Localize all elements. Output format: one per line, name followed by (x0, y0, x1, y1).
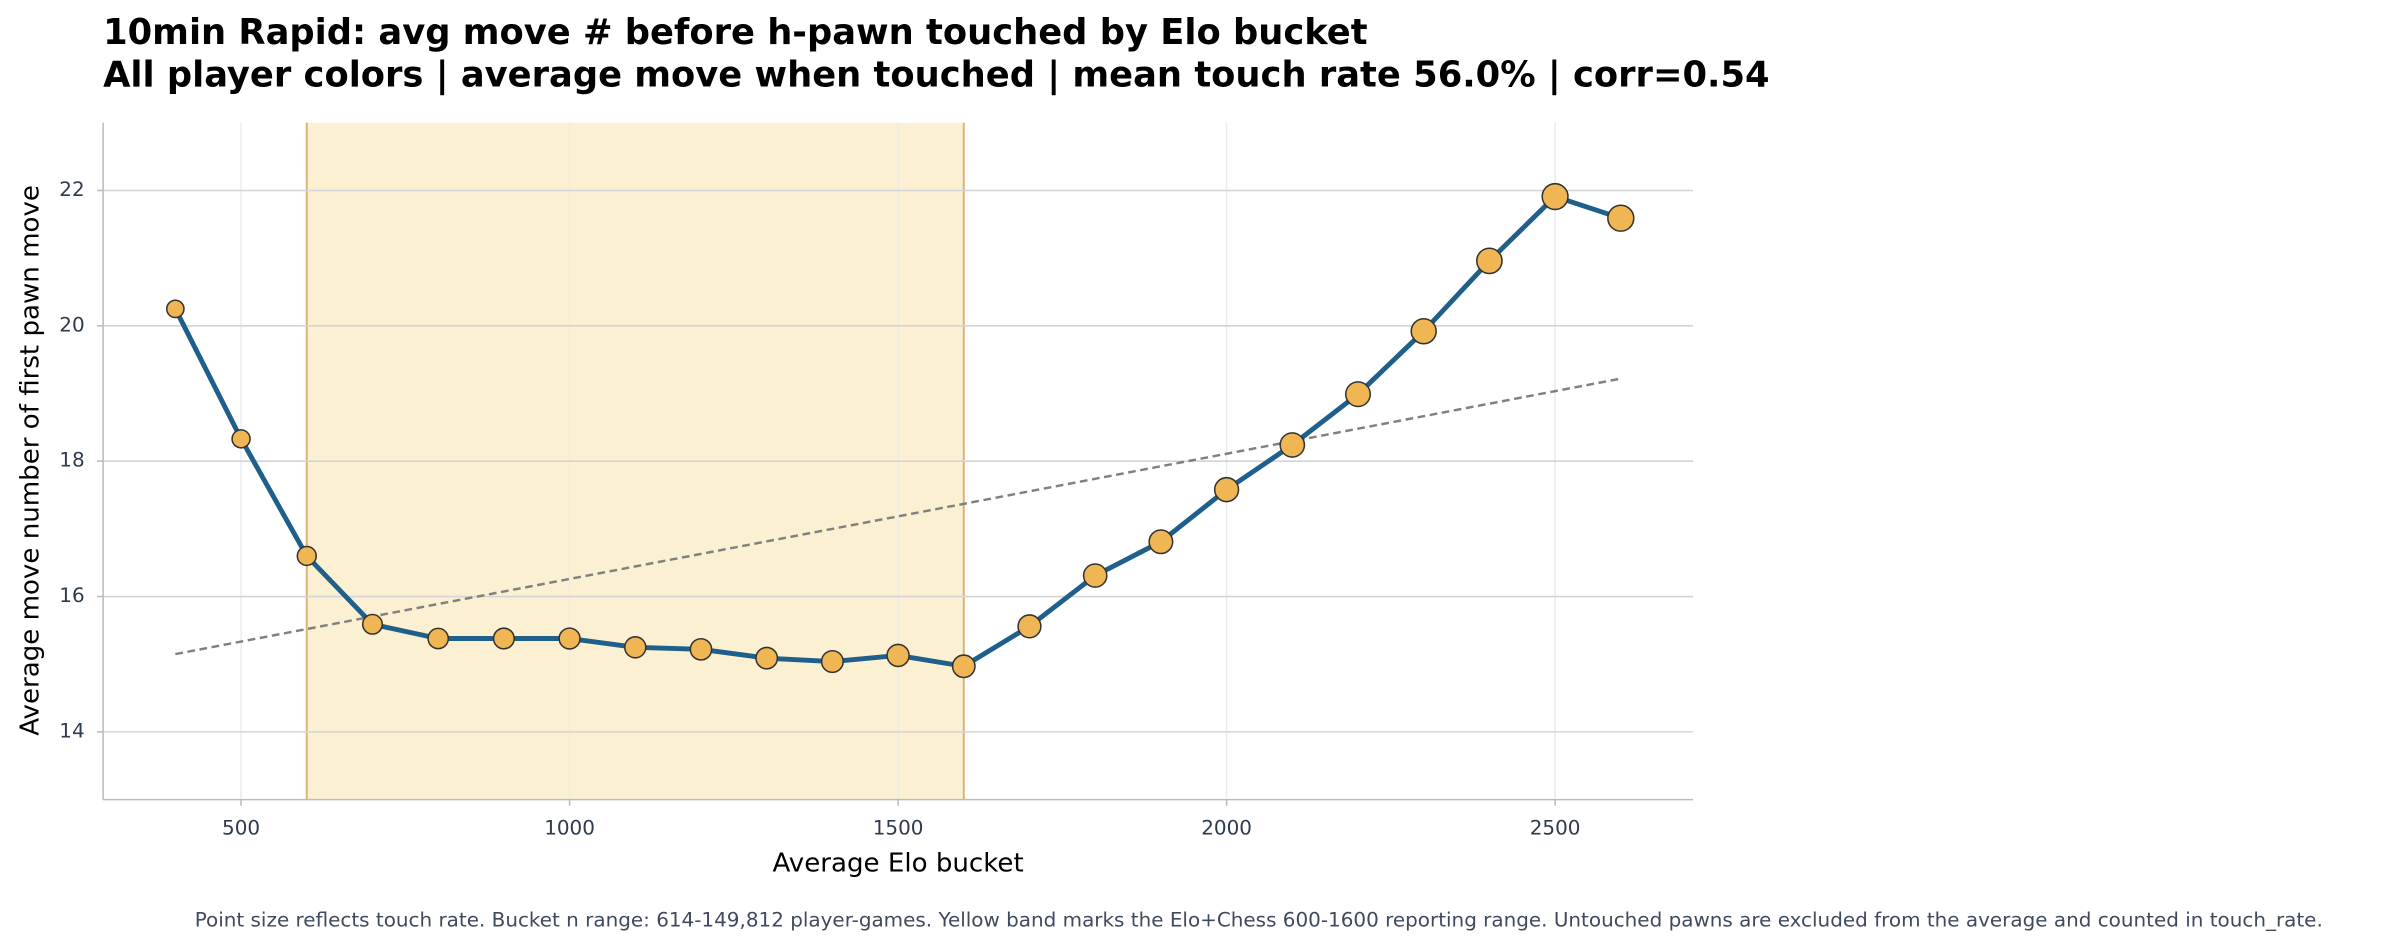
data-point (623, 636, 647, 659)
data-point (755, 646, 779, 670)
data-point (886, 643, 910, 668)
data-point (1410, 318, 1437, 345)
y-tick-label: 14 (59, 718, 84, 742)
data-point (1017, 614, 1042, 639)
data-point (1279, 432, 1306, 458)
footnote: Point size reflects touch rate. Bucket n… (195, 907, 2323, 931)
data-point (1213, 476, 1240, 503)
data-point (231, 429, 251, 449)
data-point (165, 299, 185, 319)
x-tick-label: 1000 (544, 815, 595, 839)
y-tick-label: 16 (59, 583, 84, 607)
x-axis-label: Average Elo bucket (772, 849, 1023, 879)
x-tick-label: 500 (222, 815, 260, 839)
data-point (361, 613, 384, 635)
data-point (689, 637, 713, 661)
data-point (1607, 204, 1635, 232)
data-point (951, 654, 976, 679)
x-tick-label: 2000 (1201, 815, 1252, 839)
data-point (1148, 529, 1174, 555)
data-point (1082, 563, 1108, 588)
data-point (820, 649, 844, 674)
chart-subtitle: All player colors | average move when to… (103, 55, 1769, 96)
y-axis-label: Average move number of first pawn move (15, 185, 45, 736)
data-point (558, 627, 581, 650)
data-point (1541, 182, 1569, 211)
chart-title: 10min Rapid: avg move # before h-pawn to… (103, 12, 1368, 53)
x-tick-label: 1500 (873, 815, 924, 839)
data-point (1476, 247, 1503, 275)
y-tick-label: 18 (59, 448, 84, 472)
data-point (296, 545, 317, 567)
data-point (1344, 381, 1372, 408)
data-point (492, 627, 515, 650)
data-point (427, 627, 450, 650)
y-tick-label: 22 (59, 177, 84, 201)
x-tick-label: 2500 (1530, 815, 1581, 839)
y-tick-label: 20 (59, 312, 84, 336)
